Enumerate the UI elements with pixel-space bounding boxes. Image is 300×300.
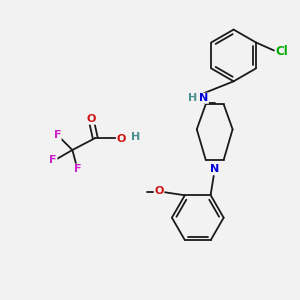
Text: N: N (199, 93, 208, 103)
Text: O: O (87, 114, 96, 124)
Text: F: F (50, 155, 57, 165)
Text: F: F (74, 164, 81, 174)
Text: Cl: Cl (275, 45, 288, 58)
Text: O: O (154, 186, 164, 196)
Text: H: H (131, 132, 141, 142)
Text: O: O (116, 134, 126, 144)
Text: F: F (53, 130, 61, 140)
Text: N: N (210, 164, 219, 174)
Text: H: H (188, 93, 197, 103)
